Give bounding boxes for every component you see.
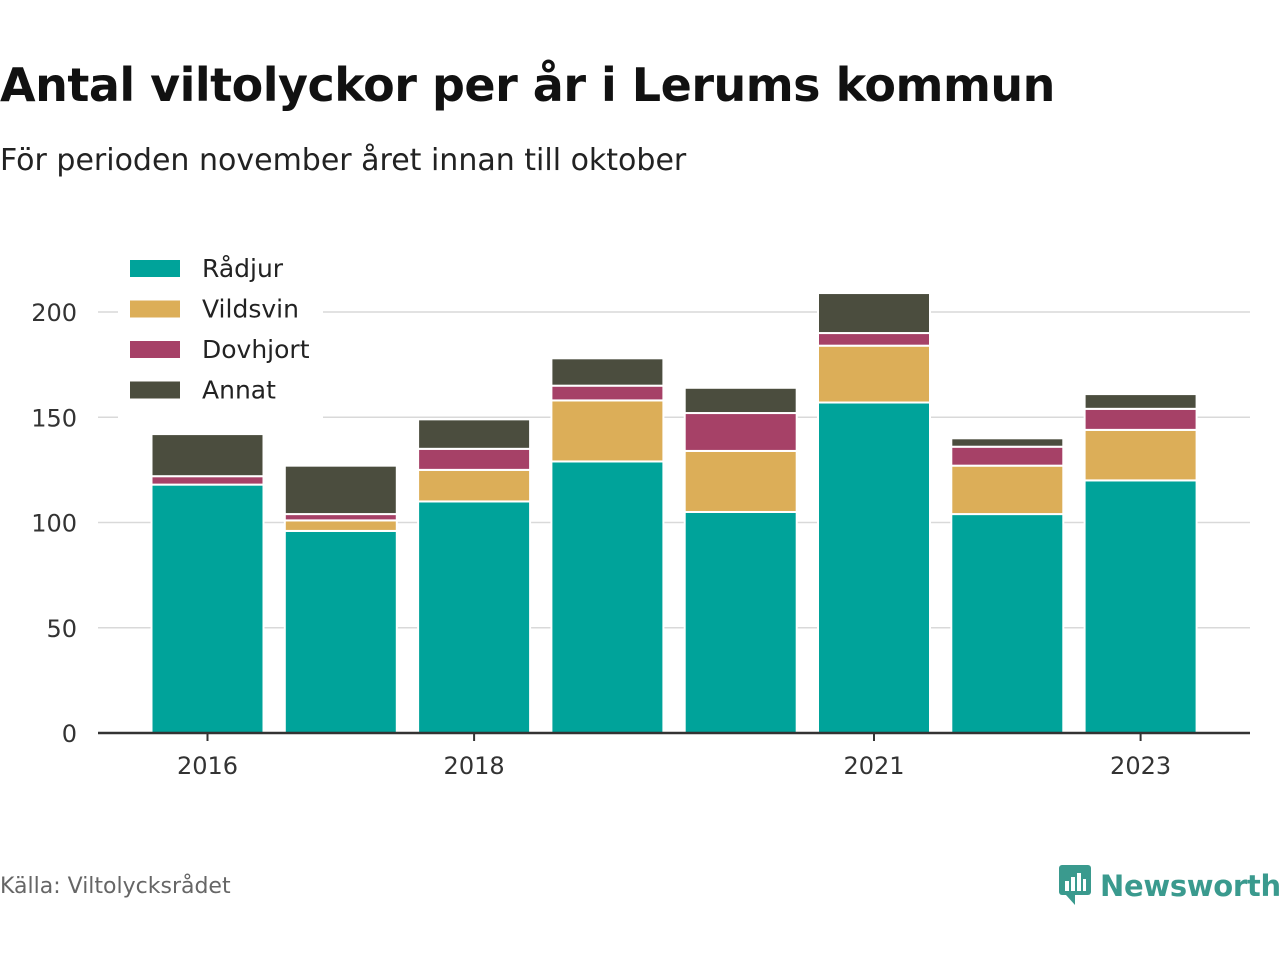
bar-segment-rådjur-2017 (283, 529, 398, 734)
legend-item-annat: Annat (130, 376, 276, 405)
bar-segment-vildsvin-2022 (950, 464, 1065, 516)
legend-swatch (130, 381, 180, 399)
x-tick-label: 2021 (843, 752, 904, 780)
bar-segment-dovhjort-2019 (550, 384, 665, 402)
legend-item-vildsvin: Vildsvin (130, 295, 299, 324)
chart-subtitle: För perioden november året innan till ok… (0, 143, 687, 178)
y-tick-label: 100 (31, 510, 77, 538)
bar-segment-annat-2021 (817, 292, 931, 335)
bar-segment-annat-2022 (950, 437, 1065, 448)
bar-segment-rådjur-2023 (1083, 479, 1198, 734)
bar-segment-annat-2019 (550, 357, 665, 387)
bar-segment-annat-2016 (150, 433, 265, 478)
x-tick-label: 2018 (444, 752, 505, 780)
bar-segment-rådjur-2018 (417, 500, 532, 735)
y-tick-label: 50 (46, 615, 77, 643)
y-tick-label: 200 (31, 299, 77, 327)
bar-segment-dovhjort-2023 (1083, 407, 1198, 431)
legend-item-rådjur: Rådjur (130, 254, 284, 283)
bar-segment-rådjur-2019 (550, 460, 665, 734)
brand-logo[interactable]: Newsworthy (1058, 862, 1280, 910)
bar-segment-vildsvin-2019 (550, 399, 665, 463)
source-note: Källa: Viltolycksrådet (0, 874, 231, 899)
bar-segment-rådjur-2021 (817, 401, 931, 734)
legend-label: Vildsvin (202, 295, 299, 324)
bar-segment-vildsvin-2020 (683, 449, 798, 513)
newsworthy-logo-icon (1058, 861, 1092, 911)
bar-segment-annat-2023 (1083, 393, 1198, 410)
y-tick-label: 150 (31, 404, 77, 432)
bar-segment-rådjur-2022 (950, 513, 1065, 735)
legend-label: Annat (202, 376, 276, 405)
bar-segment-annat-2017 (283, 464, 398, 516)
bar-segment-rådjur-2016 (150, 483, 265, 734)
legend: Rådjur Vildsvin Dovhjort Annat (118, 248, 323, 418)
bar-segment-annat-2020 (683, 386, 798, 415)
legend-item-dovhjort: Dovhjort (130, 335, 310, 364)
legend-swatch (130, 341, 180, 358)
bar-segment-annat-2018 (417, 418, 532, 450)
chart-title: Antal viltolyckor per år i Lerums kommun (0, 58, 1055, 112)
bar-segment-dovhjort-2018 (417, 447, 532, 471)
bar-segment-dovhjort-2022 (950, 445, 1065, 467)
bars (150, 292, 1198, 735)
bar-segment-vildsvin-2023 (1083, 428, 1198, 482)
bar-segment-vildsvin-2021 (817, 344, 931, 404)
bar-segment-vildsvin-2018 (417, 468, 532, 503)
y-tick-label: 0 (62, 720, 77, 748)
bar-segment-dovhjort-2020 (683, 412, 798, 452)
x-tick-label: 2016 (177, 752, 238, 780)
brand-name: Newsworthy (1100, 869, 1280, 903)
bar-segment-dovhjort-2016 (150, 475, 265, 486)
bar-segment-vildsvin-2017 (283, 519, 398, 532)
bar-segment-rådjur-2020 (683, 510, 798, 734)
legend-swatch (130, 300, 180, 318)
legend-label: Rådjur (202, 254, 284, 283)
legend-label: Dovhjort (202, 335, 310, 364)
axes: 0 50 100 150 200 2016 2018 2021 2023 (31, 299, 1250, 780)
legend-swatch (130, 260, 180, 277)
bar-segment-dovhjort-2021 (817, 332, 931, 347)
x-tick-label: 2023 (1110, 752, 1171, 780)
